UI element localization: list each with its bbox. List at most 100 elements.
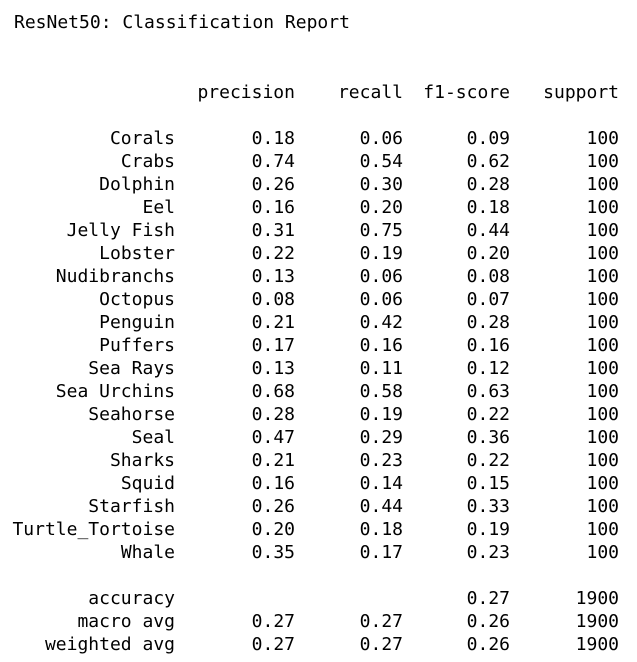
f1-score-value: 0.19 [466, 519, 510, 540]
report-row: Sharks 0.21 0.23 0.22 100 [0, 450, 637, 473]
recall-value: 0.19 [359, 404, 403, 425]
support-value: 100 [586, 542, 619, 563]
recall-value: 0.17 [359, 542, 403, 563]
f1-score-value: 0.28 [466, 312, 510, 333]
recall-value: 0.14 [359, 473, 403, 494]
class-label: Dolphin [99, 174, 175, 195]
recall-value: 0.27 [359, 634, 403, 655]
class-label: Octopus [99, 289, 175, 310]
support-value: 100 [586, 404, 619, 425]
precision-value: 0.08 [251, 289, 295, 310]
class-label: Seahorse [88, 404, 175, 425]
support-value: 100 [586, 358, 619, 379]
summary-label: macro avg [77, 611, 175, 632]
support-value: 100 [586, 174, 619, 195]
f1-score-value: 0.07 [466, 289, 510, 310]
recall-value: 0.18 [359, 519, 403, 540]
class-label: Whale [120, 542, 175, 563]
summary-row-weighted-avg: weighted avg 0.27 0.27 0.26 1900 [0, 634, 637, 657]
report-row: Eel 0.16 0.20 0.18 100 [0, 197, 637, 220]
precision-value: 0.35 [251, 542, 295, 563]
summary-row-accuracy: accuracy 0.27 1900 [0, 588, 637, 611]
class-label: Sea Rays [88, 358, 175, 379]
recall-value: 0.75 [359, 220, 403, 241]
support-value: 100 [586, 243, 619, 264]
class-label: Jelly Fish [66, 220, 175, 241]
class-label: Lobster [99, 243, 175, 264]
support-value: 100 [586, 427, 619, 448]
precision-value: 0.74 [251, 151, 295, 172]
support-value: 100 [586, 496, 619, 517]
support-value: 100 [586, 473, 619, 494]
report-row: Puffers 0.17 0.16 0.16 100 [0, 335, 637, 358]
precision-value: 0.47 [251, 427, 295, 448]
header-precision: precision [197, 82, 295, 103]
class-label: Puffers [99, 335, 175, 356]
precision-value: 0.28 [251, 404, 295, 425]
f1-score-value: 0.27 [466, 588, 510, 609]
precision-value: 0.21 [251, 312, 295, 333]
recall-value: 0.19 [359, 243, 403, 264]
class-label: Eel [142, 197, 175, 218]
recall-value: 0.23 [359, 450, 403, 471]
class-label: Seal [131, 427, 175, 448]
summary-row-macro-avg: macro avg 0.27 0.27 0.26 1900 [0, 611, 637, 634]
class-label: Nudibranchs [55, 266, 175, 287]
header-recall: recall [337, 82, 403, 103]
class-label: Crabs [120, 151, 175, 172]
precision-value: 0.16 [251, 473, 295, 494]
support-value: 100 [586, 289, 619, 310]
f1-score-value: 0.12 [466, 358, 510, 379]
recall-value: 0.06 [359, 289, 403, 310]
f1-score-value: 0.22 [466, 450, 510, 471]
precision-value: 0.21 [251, 450, 295, 471]
support-value: 100 [586, 197, 619, 218]
precision-value: 0.13 [251, 266, 295, 287]
recall-value: 0.29 [359, 427, 403, 448]
recall-value: 0.58 [359, 381, 403, 402]
precision-value: 0.22 [251, 243, 295, 264]
recall-value: 0.20 [359, 197, 403, 218]
f1-score-value: 0.28 [466, 174, 510, 195]
class-label: Sharks [109, 450, 175, 471]
f1-score-value: 0.16 [466, 335, 510, 356]
support-value: 100 [586, 266, 619, 287]
f1-score-value: 0.62 [466, 151, 510, 172]
recall-value: 0.27 [359, 611, 403, 632]
precision-value: 0.31 [251, 220, 295, 241]
f1-score-value: 0.26 [466, 634, 510, 655]
f1-score-value: 0.20 [466, 243, 510, 264]
report-row: Whale 0.35 0.17 0.23 100 [0, 542, 637, 565]
precision-value: 0.26 [251, 496, 295, 517]
recall-value: 0.54 [359, 151, 403, 172]
report-row: Seal 0.47 0.29 0.36 100 [0, 427, 637, 450]
precision-value: 0.68 [251, 381, 295, 402]
f1-score-value: 0.08 [466, 266, 510, 287]
precision-value: 0.27 [251, 634, 295, 655]
support-value: 100 [586, 335, 619, 356]
recall-value: 0.11 [359, 358, 403, 379]
f1-score-value: 0.18 [466, 197, 510, 218]
recall-value: 0.06 [359, 128, 403, 149]
report-row: Nudibranchs 0.13 0.06 0.08 100 [0, 266, 637, 289]
header-support: support [543, 82, 619, 103]
f1-score-value: 0.33 [466, 496, 510, 517]
f1-score-value: 0.23 [466, 542, 510, 563]
precision-value: 0.18 [251, 128, 295, 149]
support-value: 100 [586, 519, 619, 540]
class-label: Squid [120, 473, 175, 494]
support-value: 100 [586, 220, 619, 241]
class-label: Starfish [88, 496, 175, 517]
recall-value: 0.06 [359, 266, 403, 287]
report-row: Squid 0.16 0.14 0.15 100 [0, 473, 637, 496]
f1-score-value: 0.22 [466, 404, 510, 425]
report-row: Sea Rays 0.13 0.11 0.12 100 [0, 358, 637, 381]
support-value: 100 [586, 128, 619, 149]
header-f1-score: f1-score [423, 82, 510, 103]
report-row: Starfish 0.26 0.44 0.33 100 [0, 496, 637, 519]
recall-value: 0.42 [359, 312, 403, 333]
report-row: Crabs 0.74 0.54 0.62 100 [0, 151, 637, 174]
report-row: Sea Urchins 0.68 0.58 0.63 100 [0, 381, 637, 404]
support-value: 100 [586, 381, 619, 402]
f1-score-value: 0.09 [466, 128, 510, 149]
